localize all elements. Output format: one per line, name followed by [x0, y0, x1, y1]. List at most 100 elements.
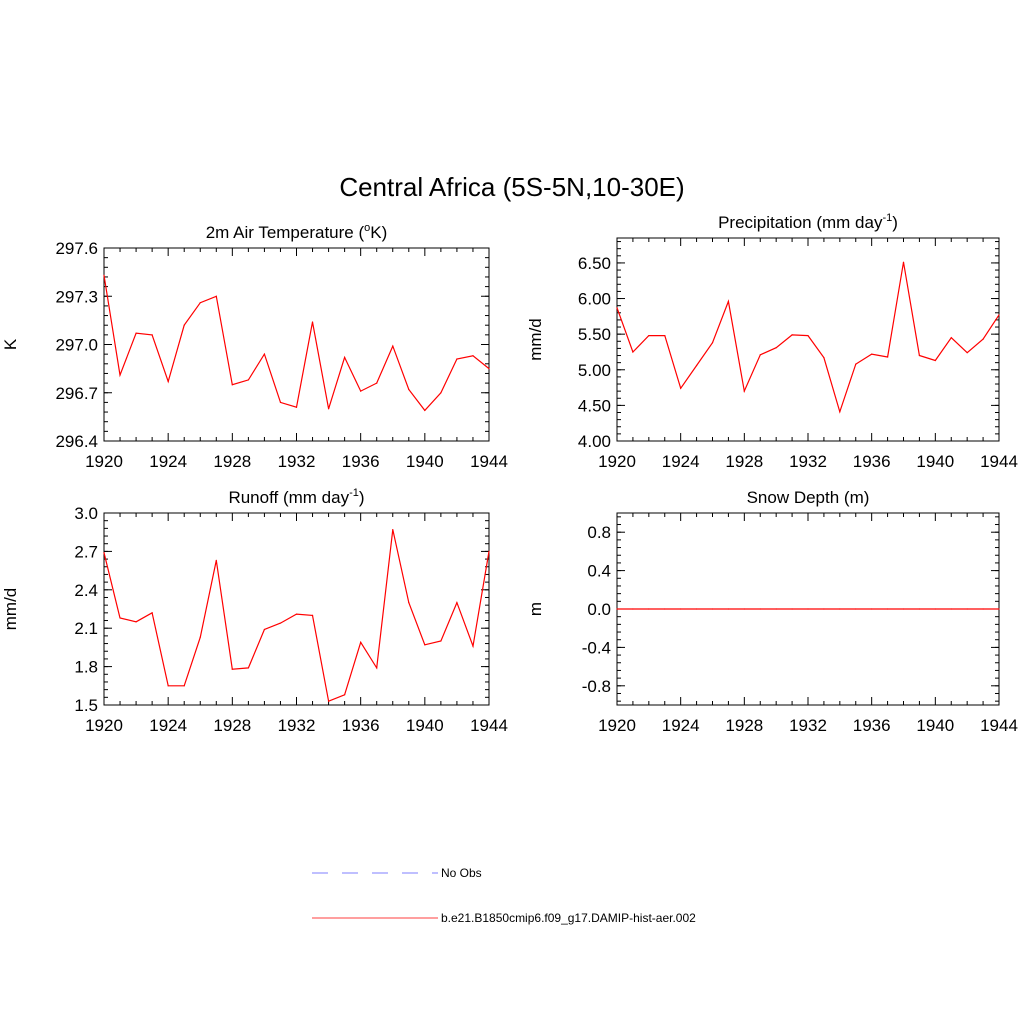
runoff-data-point [119, 617, 121, 619]
snow-depth-x-tick-label: 1924 [662, 716, 700, 735]
air-temperature-y-tick-label: 297.0 [55, 336, 98, 355]
air-temperature-data-point [103, 274, 105, 276]
air-temperature-data-point [295, 406, 298, 408]
air-temperature-data-point [327, 408, 330, 410]
air-temperature-data-point [344, 356, 346, 358]
air-temperature-title-suffix: K) [370, 223, 387, 242]
air-temperature-data-point [247, 379, 249, 381]
runoff-data-point [440, 640, 442, 642]
snow-depth-data-point [727, 608, 730, 610]
runoff-data-point [392, 529, 394, 531]
runoff-data-point [327, 700, 330, 702]
snow-depth-data-point [855, 608, 857, 610]
precipitation-y-axis-label: mm/d [526, 318, 545, 361]
runoff-data-point [279, 622, 282, 624]
runoff-y-tick-label: 1.8 [74, 658, 98, 677]
precipitation-data-point [616, 307, 618, 309]
precipitation-data-point [632, 351, 634, 353]
runoff-data-point [199, 636, 201, 638]
snow-depth-x-tick-label: 1920 [598, 716, 636, 735]
precipitation-data-point [743, 390, 745, 392]
air-temperature-x-tick-label: 1936 [342, 452, 380, 471]
snow-depth-data-point [695, 608, 698, 610]
snow-depth-data-point [934, 608, 936, 610]
precipitation-data-point [680, 387, 682, 389]
runoff-data-point [263, 628, 266, 631]
precipitation-data-point [998, 314, 1000, 316]
snow-depth-data-point [711, 608, 714, 610]
precipitation-title-text: Precipitation (mm day [718, 213, 883, 232]
runoff-data-point [167, 685, 169, 687]
snow-depth-data-point [871, 608, 873, 610]
air-temperature-data-point [440, 392, 442, 394]
air-temperature-title: 2m Air Temperature (oK) [206, 222, 388, 242]
air-temperature-data-point [151, 334, 153, 336]
precipitation-data-point [664, 334, 666, 337]
precipitation-x-tick-label: 1936 [853, 452, 891, 471]
snow-depth-data-point [918, 608, 921, 610]
runoff-y-tick-label: 2.1 [74, 619, 98, 638]
snow-depth-data-point [648, 608, 650, 610]
air-temperature-data-point [376, 382, 378, 384]
air-temperature-data-point [263, 353, 266, 355]
snow-depth-x-tick-label: 1940 [916, 716, 954, 735]
snow-depth-y-axis-label: m [526, 602, 545, 616]
snow-depth-data-point [966, 608, 968, 610]
air-temperature-title-text: 2m Air Temperature ( [206, 223, 365, 242]
snow-depth-data-point [759, 608, 761, 610]
panel-runoff: 1.5 1.8 2.1 2.4 2.7 3.0 1920 1924 1928 1932 1936 19… [1, 487, 508, 735]
runoff-data-point [135, 621, 137, 623]
legend-model-label: b.e21.B1850cmip6.f09_g17.DAMIP-hist-aer.… [441, 911, 696, 925]
snow-depth-data-point [823, 608, 825, 610]
runoff-data-point [295, 613, 298, 615]
precipitation-data-point [982, 338, 984, 340]
snow-depth-data-point [680, 608, 682, 610]
runoff-data-point [231, 668, 233, 670]
runoff-x-tick-label: 1936 [342, 716, 380, 735]
air-temperature-data-point [472, 355, 474, 357]
snow-depth-data-point [743, 608, 745, 610]
snow-depth-y-tick-label: -0.8 [582, 677, 611, 696]
snow-depth-x-tick-label: 1936 [853, 716, 891, 735]
precipitation-data-point [791, 334, 793, 336]
air-temperature-x-tick-label: 1928 [213, 452, 251, 471]
air-temperature-x-tick-label: 1932 [278, 452, 316, 471]
figure-title: Central Africa (5S-5N,10-30E) [339, 172, 684, 202]
precipitation-series-line [616, 262, 1000, 414]
precipitation-data-point [807, 334, 809, 337]
snow-depth-y-tick-label: 0.4 [587, 562, 611, 581]
runoff-data-point [376, 667, 378, 669]
precipitation-title-suffix: ) [892, 213, 898, 232]
air-temperature-data-point [456, 358, 458, 360]
runoff-data-point [183, 685, 185, 687]
precipitation-data-point [886, 356, 889, 358]
air-temperature-title-superscript: o [364, 222, 370, 234]
air-temperature-data-point [119, 374, 121, 376]
snow-depth-data-point [807, 608, 809, 610]
air-temperature-data-point [215, 295, 217, 297]
precipitation-data-point [759, 354, 761, 356]
runoff-data-point [488, 550, 490, 553]
runoff-x-tick-label: 1940 [406, 716, 444, 735]
snow-depth-title-text: Snow Depth (m) [747, 488, 870, 507]
snow-depth-title: Snow Depth (m) [747, 488, 870, 507]
precipitation-y-tick-label: 4.00 [578, 432, 611, 451]
air-temperature-data-point [135, 332, 137, 334]
precipitation-data-point [695, 364, 698, 367]
runoff-data-point [247, 667, 249, 669]
precipitation-title: Precipitation (mm day-1) [718, 212, 898, 232]
air-temperature-data-point [424, 409, 426, 412]
snow-depth-data-point [998, 608, 1000, 610]
precipitation-title-superscript: -1 [882, 212, 892, 224]
air-temperature-y-axis-label: K [1, 338, 20, 350]
snow-depth-y-tick-label: -0.4 [582, 638, 611, 657]
runoff-data-point [103, 552, 105, 554]
precipitation-data-point [727, 300, 730, 302]
air-temperature-series-line [103, 275, 490, 412]
snow-depth-data-point [982, 608, 984, 610]
air-temperature-y-tick-label: 296.4 [55, 432, 98, 451]
runoff-title-suffix: ) [359, 488, 365, 507]
precipitation-data-point [966, 352, 968, 354]
air-temperature-x-tick-label: 1944 [470, 452, 508, 471]
snow-depth-data-point [775, 608, 777, 610]
